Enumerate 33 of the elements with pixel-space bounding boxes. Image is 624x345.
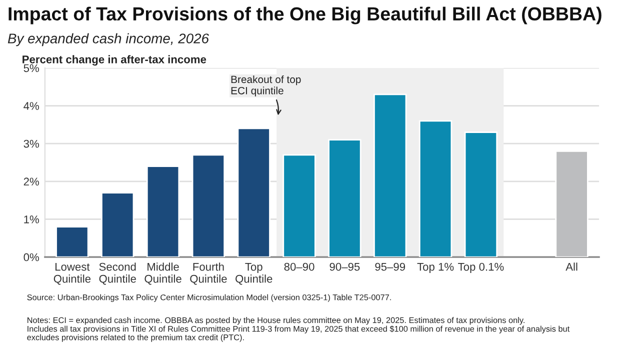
bar [282,154,316,258]
bar [192,154,226,258]
annotation: Breakout of top ECI quintile [231,75,301,96]
chart-subtitle: By expanded cash income, 2026 [8,33,210,46]
y-tick-label: 0% [24,253,39,262]
y-tick-label: 2% [24,178,39,186]
x-tick-label: Top 1% [417,262,454,273]
x-tick-label: 90–95 [330,262,360,271]
x-tick-label: Second Quintile [99,262,136,285]
x-tick-label: All [566,262,578,271]
y-tick-label: 4% [24,102,39,110]
x-tick-label: 95–99 [375,262,406,271]
bar [555,150,588,258]
source-note: Source: Urban-Brookings Tax Policy Center Microsimulation Model (version 0325-1) Table T25-0077. [27,294,391,302]
y-tick-label: 1% [24,216,39,224]
bar [418,120,452,258]
bar [56,226,89,258]
x-tick-label: Fourth Quintile [190,262,227,285]
bar [328,139,362,258]
x-tick-label: Lowest Quintile [54,262,91,285]
chart-title: Impact of Tax Provisions of the One Big Beautiful Bill Act (OBBBA) [8,6,602,24]
y-tick-label: 3% [24,140,39,148]
x-tick-label: Middle Quintile [144,262,182,285]
text: Notes: ECI = expanded cash income. OBBBA as posted by the House rules committee on May 19, 2025. Estimates of tax provisions only. Includes all tax provisions in Title XI of Rules Committee Print 119-3 from May 19, 2025 that exceed $100 million of revenue in the year of analysis but excludes provisions related to the premium tax credit (PTC). [27,317,570,342]
bar [464,132,498,258]
x-tick-label: 80–90 [284,262,314,271]
bar [101,192,134,258]
bar [146,166,180,258]
x-tick-label: Top 0.1% [458,262,504,273]
bar [374,94,407,258]
bar [237,128,270,258]
y-tick-label: 5% [24,64,39,72]
x-tick-label: Top Quintile [236,262,272,285]
